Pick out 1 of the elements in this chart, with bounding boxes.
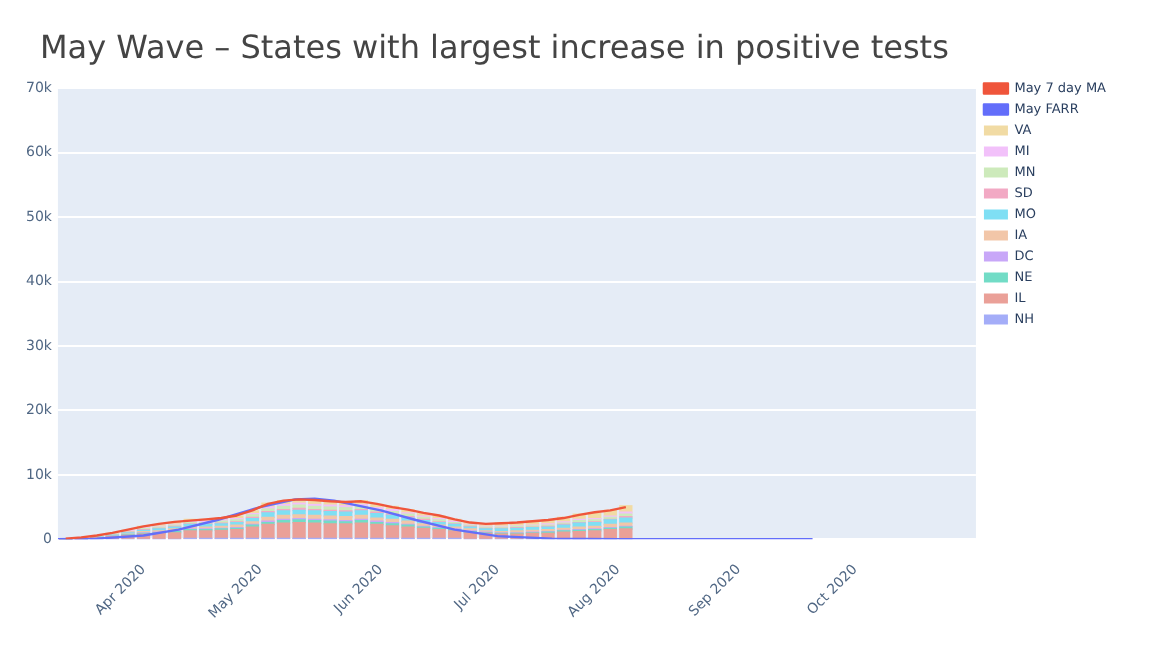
chart-title: May Wave – States with largest increase in positive tests (38, 26, 951, 70)
